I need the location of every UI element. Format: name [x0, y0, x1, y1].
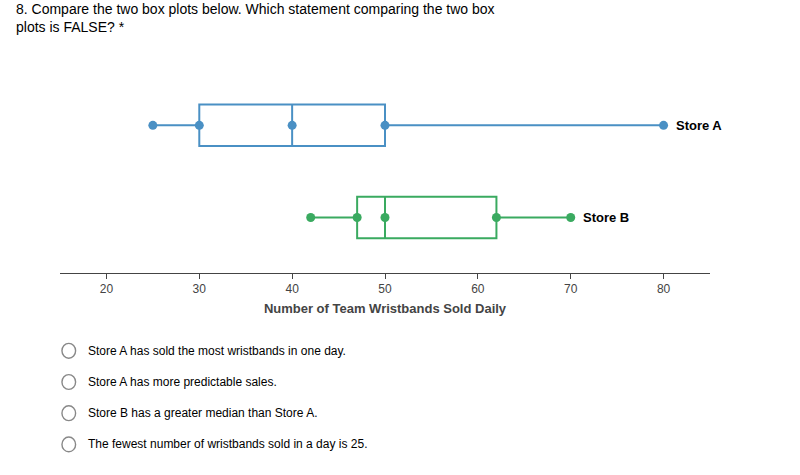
svg-text:Store B: Store B — [583, 210, 629, 225]
svg-text:50: 50 — [378, 282, 392, 296]
svg-text:80: 80 — [657, 282, 671, 296]
svg-text:Number of Team Wristbands Sold: Number of Team Wristbands Sold Daily — [264, 301, 507, 316]
svg-text:Store A has more predictable s: Store A has more predictable sales. — [88, 375, 277, 389]
svg-text:30: 30 — [193, 282, 207, 296]
svg-text:40: 40 — [285, 282, 299, 296]
svg-text:The fewest number of wristband: The fewest number of wristbands sold in … — [88, 437, 367, 451]
svg-text:8. Compare the two box plots b: 8. Compare the two box plots below. Whic… — [16, 1, 495, 35]
svg-text:Store B has a greater median t: Store B has a greater median than Store … — [88, 406, 317, 420]
svg-text:Store A: Store A — [676, 118, 722, 133]
svg-text:20: 20 — [100, 282, 114, 296]
svg-text:60: 60 — [471, 282, 485, 296]
svg-text:Store A has sold the most wris: Store A has sold the most wristbands in … — [88, 344, 346, 358]
svg-text:70: 70 — [564, 282, 578, 296]
